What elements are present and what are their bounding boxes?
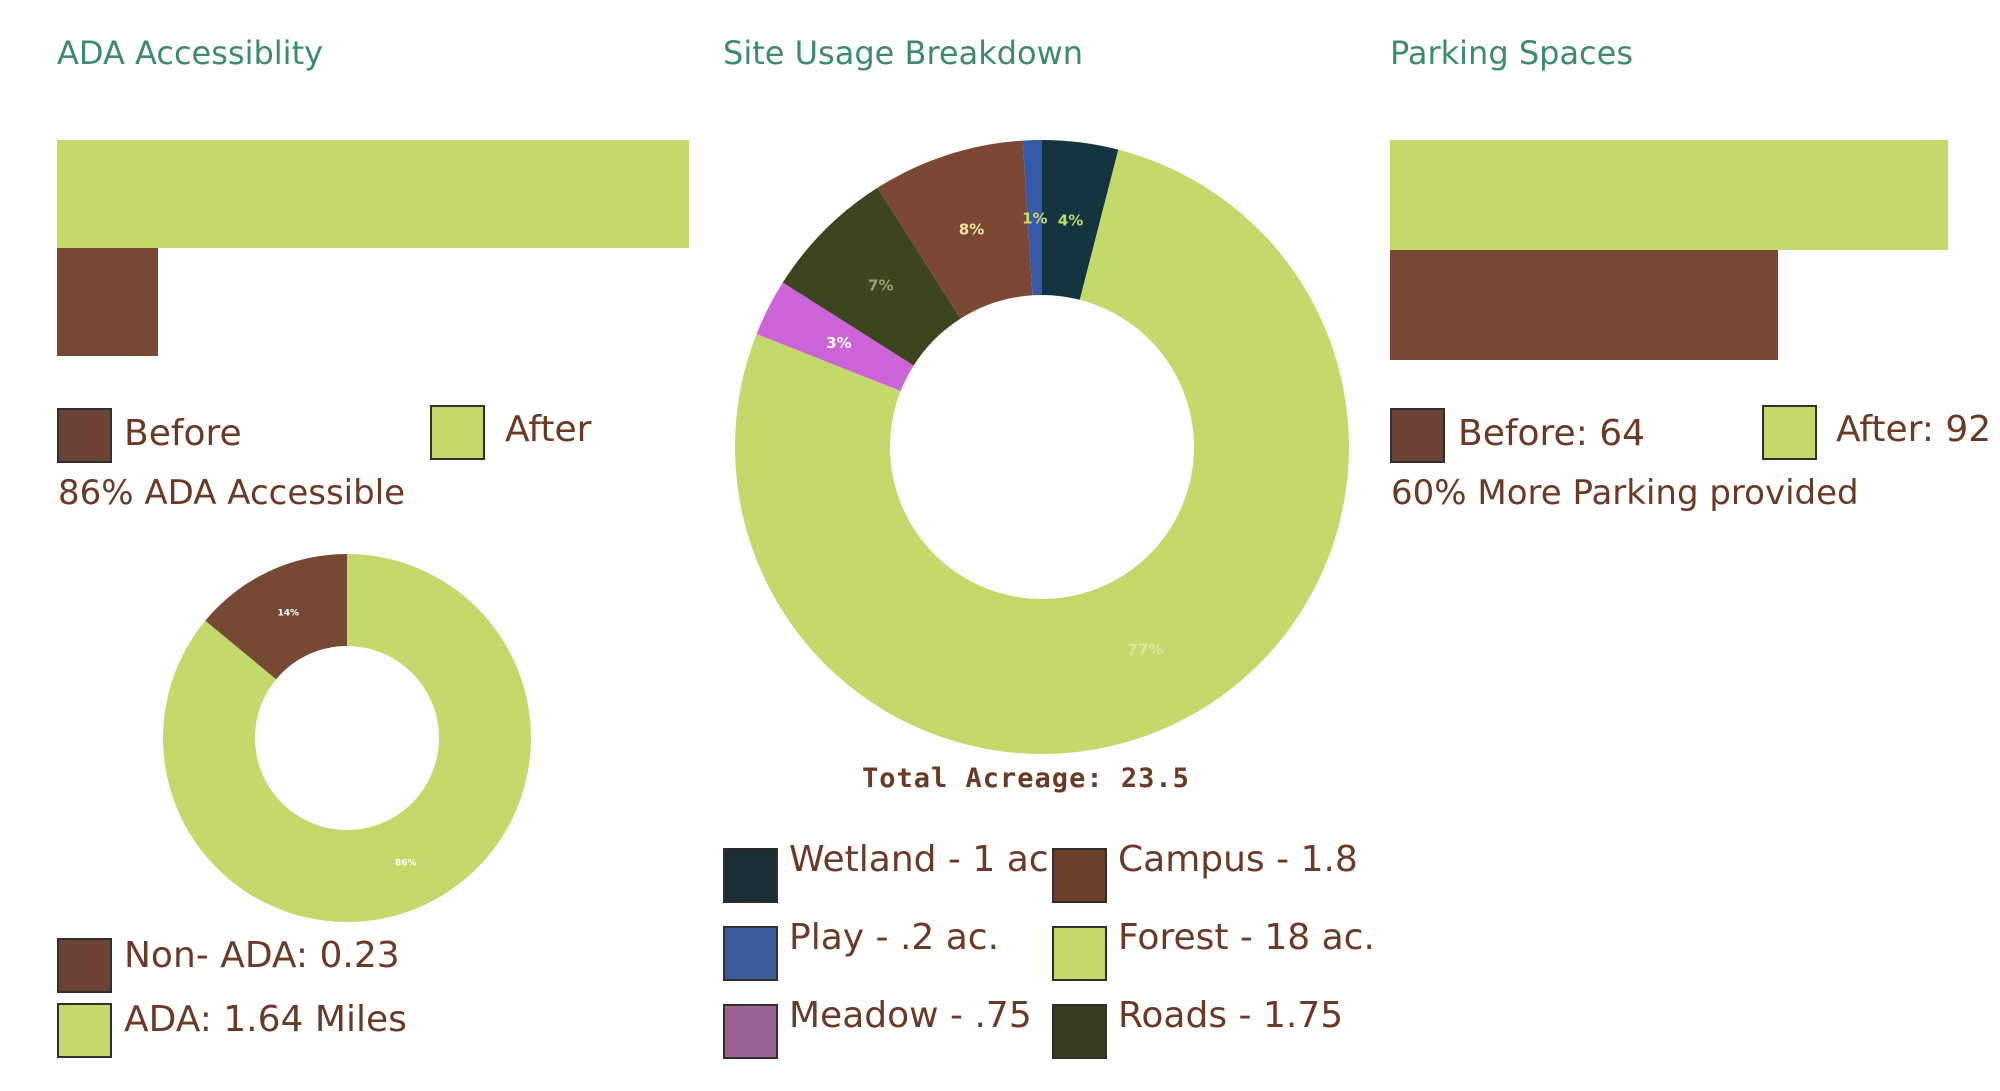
donut-slice-label-4: 8% xyxy=(959,221,984,239)
legend-label-ada: ADA: 1.64 Miles xyxy=(124,999,407,1040)
parking-bar-after xyxy=(1390,140,1948,250)
parking-title: Parking Spaces xyxy=(1390,34,1633,72)
legend-swatch-ada xyxy=(57,1003,112,1058)
legend-label-after: After xyxy=(505,409,592,450)
donut-slice-label-2: 3% xyxy=(826,334,851,352)
usage-legend-label: Wetland - 1 ac. xyxy=(789,839,1061,880)
donut-slice-4 xyxy=(877,140,1033,319)
ada-bar-after xyxy=(57,140,689,248)
donut-slice-0 xyxy=(205,554,347,680)
usage-legend-swatch xyxy=(723,926,778,981)
usage-title: Site Usage Breakdown xyxy=(723,34,1084,72)
donut-slice-1 xyxy=(735,149,1349,755)
donut-slice-label-5: 1% xyxy=(1022,210,1047,228)
ada-title: ADA Accessiblity xyxy=(57,34,324,72)
donut-slice-5 xyxy=(1022,140,1042,296)
legend-label-parking-before: Before: 64 xyxy=(1458,413,1646,454)
usage-legend-swatch xyxy=(1052,848,1107,903)
parking-bar-before xyxy=(1390,250,1779,360)
ada-caption: 86% ADA Accessible xyxy=(58,473,406,513)
usage-legend-swatch xyxy=(1052,926,1107,981)
legend-swatch-parking-before xyxy=(1390,408,1445,463)
donut-slice-label-1: 77% xyxy=(1128,641,1164,659)
legend-swatch-parking-after xyxy=(1762,405,1817,460)
donut-slice-0 xyxy=(1042,140,1119,300)
ada-bar-before xyxy=(57,248,159,356)
donut-slice-label-0: 14% xyxy=(277,609,299,619)
donut-slice-label-3: 7% xyxy=(868,276,893,294)
legend-swatch-after xyxy=(430,405,485,460)
usage-legend-label: Roads - 1.75 xyxy=(1118,995,1344,1036)
parking-caption: 60% More Parking provided xyxy=(1391,473,1859,513)
usage-legend-label: Play - .2 ac. xyxy=(789,917,1000,958)
legend-label-parking-after: After: 92 xyxy=(1836,409,1992,450)
legend-swatch-before xyxy=(57,408,112,463)
legend-label-before: Before xyxy=(124,413,242,454)
legend-swatch-non-ada xyxy=(57,938,112,993)
usage-donut-chart: 4% 77% 3% 7% 8% 1% xyxy=(735,140,1349,755)
usage-legend-swatch xyxy=(723,848,778,903)
ada-donut-chart: 14% 86% xyxy=(163,554,531,922)
usage-legend-swatch xyxy=(1052,1004,1107,1059)
usage-legend-swatch xyxy=(723,1004,778,1059)
usage-legend-label: Forest - 18 ac. xyxy=(1118,917,1375,958)
donut-slice-label-0: 4% xyxy=(1058,211,1083,229)
usage-legend-label: Campus - 1.8 xyxy=(1118,839,1358,880)
donut-slice-1 xyxy=(163,554,531,922)
donut-slice-label-1: 86% xyxy=(395,858,417,868)
donut-slice-3 xyxy=(782,187,961,366)
usage-legend-label: Meadow - .75 xyxy=(789,995,1032,1036)
legend-label-non-ada: Non- ADA: 0.23 xyxy=(124,935,400,976)
donut-slice-2 xyxy=(756,282,914,392)
usage-total: Total Acreage: 23.5 xyxy=(862,763,1190,794)
